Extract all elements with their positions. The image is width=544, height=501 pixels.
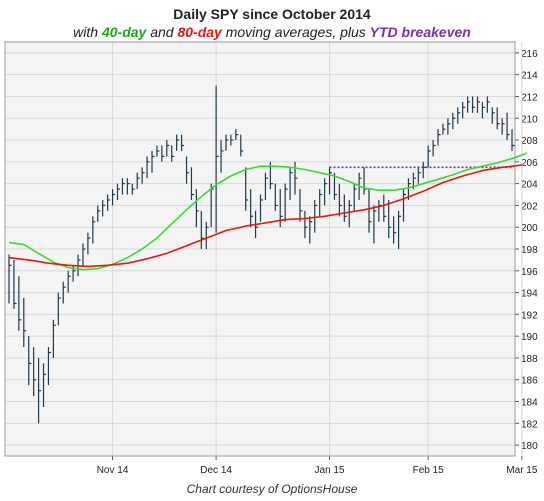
y-tick-label: 182: [521, 419, 538, 430]
y-tick-label: 216: [521, 49, 538, 60]
chart-subtitle: with 40-day and 80-day moving averages, …: [0, 24, 544, 40]
y-tick-label: 200: [521, 223, 538, 234]
y-tick-label: 192: [521, 310, 538, 321]
y-tick-label: 202: [521, 201, 538, 212]
chart-credit: Chart courtesy of OptionsHouse: [186, 482, 358, 496]
x-tick-label: Jan 15: [315, 465, 345, 476]
y-tick-label: 184: [521, 398, 538, 409]
y-tick-label: 206: [521, 158, 538, 169]
y-tick-label: 190: [521, 332, 538, 343]
y-tick-label: 212: [521, 92, 538, 103]
ma80-label: 80-day: [177, 24, 222, 40]
chart-title: Daily SPY since October 2014: [173, 6, 371, 22]
y-tick-label: 214: [521, 71, 538, 82]
y-tick-label: 210: [521, 114, 538, 125]
subtitle-text-2: and: [146, 24, 178, 40]
y-tick-label: 196: [521, 267, 538, 278]
y-tick-label: 180: [521, 441, 538, 452]
x-tick-label: Mar 15: [506, 465, 538, 476]
subtitle-text-1: with: [73, 24, 102, 40]
ytd-label: YTD breakeven: [369, 24, 471, 40]
plot-border: [4, 41, 516, 457]
y-tick-label: 208: [521, 136, 538, 147]
subtitle-text-3: moving averages, plus: [221, 24, 370, 40]
ma40-label: 40-day: [101, 24, 147, 40]
y-tick-label: 204: [521, 180, 538, 191]
x-tick-label: Nov 14: [97, 465, 129, 476]
ma80-line: [8, 164, 522, 268]
y-tick-label: 188: [521, 354, 538, 365]
x-tick-label: Dec 14: [200, 465, 232, 476]
ma40-line: [8, 152, 528, 271]
y-tick-label: 194: [521, 289, 538, 300]
y-tick-label: 198: [521, 245, 538, 256]
y-tick-label: 186: [521, 376, 538, 387]
x-tick-label: Feb 15: [413, 465, 445, 476]
